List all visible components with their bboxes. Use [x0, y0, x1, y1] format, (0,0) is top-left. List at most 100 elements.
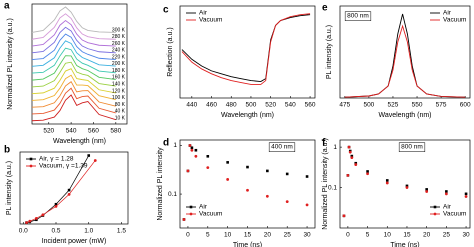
legend-marker — [189, 205, 193, 209]
x-tick-label: 5 — [206, 232, 210, 239]
legend-marker — [29, 164, 33, 168]
data-point — [246, 188, 249, 192]
data-point — [405, 186, 409, 189]
x-axis-label: Time (ns) — [233, 242, 262, 247]
x-tick-label: 520 — [43, 128, 54, 135]
x-tick-label: 20 — [264, 232, 272, 239]
panel-letter: d — [163, 138, 169, 149]
data-point — [354, 163, 358, 166]
data-point — [445, 190, 448, 193]
x-tick-label: 540 — [66, 128, 77, 135]
data-point — [246, 165, 249, 169]
data-point — [348, 150, 352, 154]
series-line — [31, 6, 116, 33]
data-point — [54, 204, 58, 208]
legend-label: Air — [199, 10, 208, 17]
x-tick-label: 580 — [110, 128, 121, 135]
data-point — [285, 200, 289, 203]
series-label: 240 K — [112, 48, 126, 54]
y-tick-label: 0.1 — [328, 184, 337, 191]
data-point — [350, 156, 354, 160]
panel-letter: a — [4, 1, 10, 12]
series-line — [181, 13, 311, 85]
x-tick-label: 0 — [186, 232, 190, 239]
legend-label: Air — [443, 204, 452, 211]
series-line — [31, 47, 116, 74]
legend-label: Air — [199, 204, 208, 211]
y-tick-label: 1 — [173, 142, 177, 149]
x-tick-label: 520 — [265, 102, 276, 109]
series-line — [31, 87, 116, 115]
series-line — [181, 14, 311, 83]
y-axis-label: Normalized PL intensity — [157, 147, 164, 221]
x-tick-label: 460 — [206, 102, 217, 109]
plot-frame — [339, 5, 471, 99]
data-point — [305, 175, 309, 178]
series-line — [31, 33, 116, 61]
x-tick-label: 480 — [226, 102, 237, 109]
series-label: 220 K — [112, 54, 126, 60]
series-line — [31, 40, 116, 67]
series-label: 300 K — [112, 27, 126, 33]
data-point — [366, 172, 369, 176]
plot-frame — [179, 5, 316, 99]
series-line — [31, 55, 116, 81]
x-tick-label: 15 — [244, 232, 252, 239]
y-axis-label: PL intensity (a.u.) — [6, 161, 13, 215]
annotation-box — [268, 142, 296, 152]
x-tick-label: 575 — [436, 102, 447, 109]
x-axis-label: Wavelength (nm) — [221, 112, 274, 119]
annotation-box — [344, 11, 372, 21]
data-point — [464, 192, 468, 196]
x-tick-label: 15 — [403, 232, 411, 239]
data-point — [305, 203, 309, 207]
series-line — [31, 26, 116, 54]
panel-letter: c — [163, 5, 169, 16]
series-line — [31, 68, 116, 95]
x-tick-label: 25 — [443, 232, 451, 239]
data-point — [190, 148, 194, 152]
series-line — [344, 24, 466, 98]
data-point — [350, 154, 354, 158]
data-point — [366, 170, 369, 173]
data-point — [67, 188, 71, 192]
annotation-box — [398, 142, 426, 152]
plot-frame — [19, 151, 129, 225]
legend-label: Vacuum, γ =1.39 — [39, 163, 88, 170]
x-tick-label: 20 — [423, 232, 431, 239]
x-tick-label: 1.0 — [84, 228, 93, 235]
x-tick-label: 440 — [186, 102, 197, 109]
data-point — [346, 173, 350, 177]
x-tick-label: 25 — [284, 232, 292, 239]
legend-label: Vacuum — [199, 211, 222, 218]
data-point — [188, 144, 192, 147]
x-axis-label: Incident power (mW) — [42, 238, 107, 245]
annotation: 800 nm — [401, 144, 423, 151]
series-label: 120 K — [112, 88, 126, 94]
series-label: 80 K — [115, 102, 126, 108]
data-point — [385, 181, 389, 185]
x-tick-label: 560 — [88, 128, 99, 135]
y-axis-label: Reflection (a.u.) — [167, 27, 174, 76]
legend-label: Vacuum — [199, 17, 222, 24]
series-line — [31, 81, 116, 108]
series-label: 280 K — [112, 34, 126, 40]
data-point — [266, 169, 269, 173]
x-tick-label: 30 — [462, 232, 470, 239]
series-line — [31, 94, 116, 122]
legend-label: Vacuum — [443, 17, 466, 24]
x-axis-label: Wavelength (nm) — [53, 138, 106, 145]
data-point — [67, 192, 71, 196]
series-label: 180 K — [112, 68, 126, 74]
annotation: 800 nm — [347, 13, 369, 20]
y-axis-label: Normalized PL intensity (a.u.) — [322, 138, 329, 230]
series-label: 10 K — [115, 115, 126, 121]
x-axis-label: Time (ns) — [390, 242, 419, 247]
x-tick-label: 500 — [246, 102, 257, 109]
series-label: 140 K — [112, 81, 126, 87]
x-tick-label: 475 — [339, 102, 350, 109]
y-axis-label: PL intensity (a.u.) — [326, 25, 333, 79]
data-point — [194, 154, 198, 158]
data-point — [41, 213, 45, 217]
